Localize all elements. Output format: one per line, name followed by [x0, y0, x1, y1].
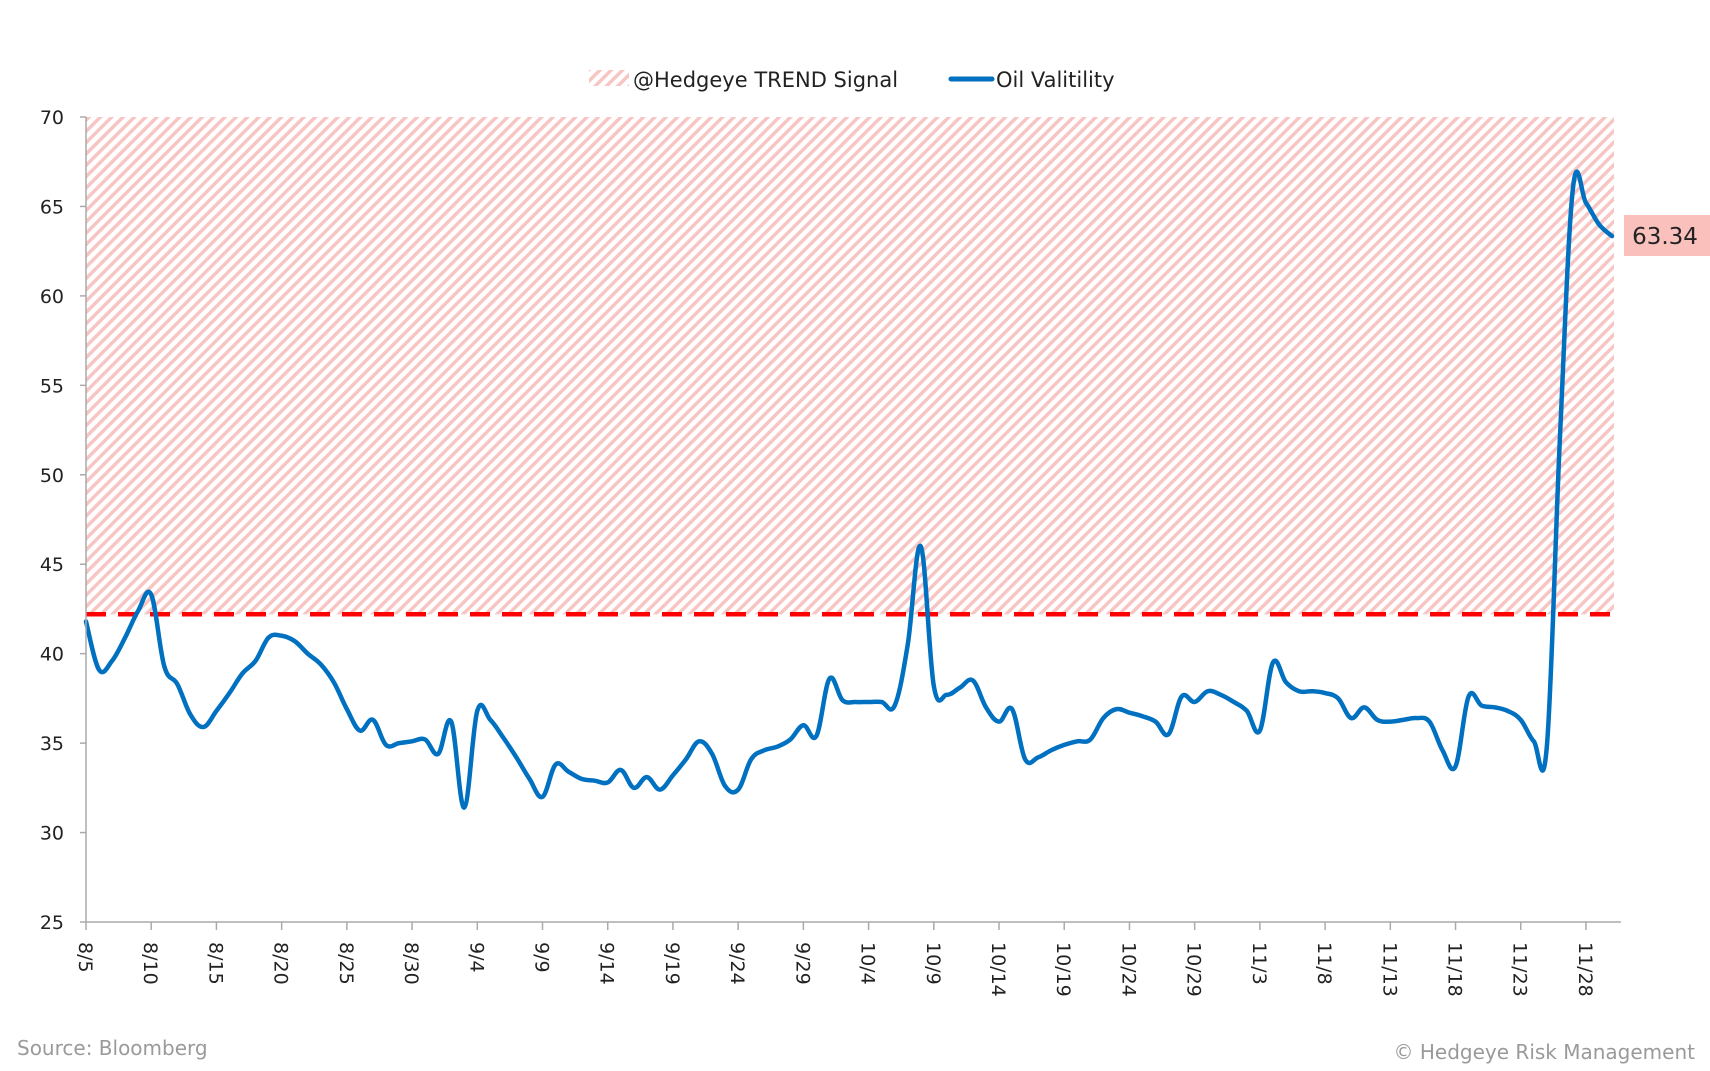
legend-label-trend-signal: @Hedgeye TREND Signal: [633, 68, 898, 92]
y-tick-label-40: 40: [40, 644, 64, 666]
x-tick-label-11/8: 11/8: [1313, 942, 1335, 985]
oil-volatility-line: [83, 169, 1615, 810]
y-tick-label-45: 45: [40, 554, 64, 576]
source-note: Source: Bloomberg: [17, 1036, 208, 1060]
x-tick-label-10/24: 10/24: [1117, 942, 1139, 997]
x-tick-label-9/4: 9/4: [465, 942, 487, 973]
x-tick-label-11/23: 11/23: [1509, 942, 1531, 997]
x-tick-label-8/25: 8/25: [335, 942, 357, 985]
x-tick-label-9/9: 9/9: [531, 942, 553, 973]
y-tick-label-55: 55: [40, 375, 64, 397]
x-tick-label-9/14: 9/14: [596, 942, 618, 985]
x-tick-label-11/3: 11/3: [1248, 942, 1270, 985]
y-tick-label-25: 25: [40, 912, 64, 934]
y-tick-label-60: 60: [40, 286, 64, 308]
legend-label-oil-volatility: Oil Valitility: [996, 68, 1115, 92]
legend-swatch-trend-signal: [589, 70, 629, 86]
last-value-label: 63.34: [1624, 215, 1710, 256]
x-tick-label-9/19: 9/19: [661, 942, 683, 985]
x-tick-label-8/15: 8/15: [204, 942, 226, 985]
last-value-badge: [1624, 215, 1710, 256]
x-tick-label-8/30: 8/30: [400, 942, 422, 985]
y-tick-label-50: 50: [40, 465, 64, 487]
y-tick-label-30: 30: [40, 823, 64, 845]
last-value-text: 63.34: [1632, 224, 1698, 250]
legend: @Hedgeye TREND Signal Oil Valitility: [589, 68, 1115, 92]
x-tick-label-10/14: 10/14: [987, 942, 1009, 997]
x-tick-label-10/4: 10/4: [857, 942, 879, 985]
x-tick-label-10/19: 10/19: [1052, 942, 1074, 997]
y-axis: 25 30 35 40 45 50 55 60 65 70: [40, 107, 87, 934]
x-tick-label-8/5: 8/5: [74, 942, 96, 973]
x-tick-label-10/29: 10/29: [1183, 942, 1205, 997]
x-tick-label-8/10: 8/10: [139, 942, 161, 985]
x-axis: 8/5 8/10 8/15 8/20 8/25 8/30 9/4 9/9 9/14 9/19 9/2…: [74, 921, 1621, 997]
x-tick-label-11/18: 11/18: [1444, 942, 1466, 997]
y-tick-label-35: 35: [40, 733, 64, 755]
x-tick-label-11/13: 11/13: [1378, 942, 1400, 997]
x-tick-label-10/9: 10/9: [922, 942, 944, 985]
trend-signal-zone: [86, 117, 1614, 615]
copyright-note: © Hedgeye Risk Management: [1393, 1040, 1695, 1064]
x-tick-label-11/28: 11/28: [1574, 942, 1596, 997]
y-tick-label-65: 65: [40, 196, 64, 218]
x-tick-label-9/24: 9/24: [726, 942, 748, 985]
x-tick-label-9/29: 9/29: [791, 942, 813, 985]
x-tick-label-8/20: 8/20: [270, 942, 292, 985]
y-tick-label-70: 70: [40, 107, 64, 129]
